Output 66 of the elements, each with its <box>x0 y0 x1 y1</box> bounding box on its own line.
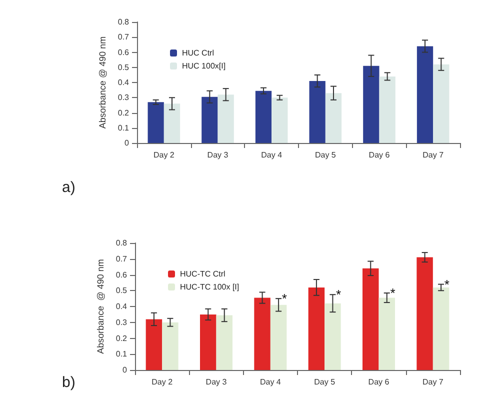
bar <box>308 287 325 370</box>
text: b) <box>62 374 76 391</box>
y-tick-label: 0 <box>124 138 130 148</box>
bar <box>433 64 450 143</box>
y-tick-label: 0.7 <box>118 32 130 42</box>
bar <box>216 315 232 370</box>
x-tick-label: Day 4 <box>261 150 283 160</box>
y-tick-label: 0.3 <box>116 318 128 327</box>
annotation: * <box>444 276 450 292</box>
bar <box>202 96 218 143</box>
x-tick-label: Day 6 <box>368 150 390 160</box>
y-tick-label: 0 <box>122 366 128 374</box>
annotation: * <box>390 286 396 301</box>
annotation: * <box>336 287 342 302</box>
y-tick-label: 0.8 <box>118 18 130 26</box>
legend-label: HUC Ctrl <box>182 48 214 58</box>
y-axis-title: Absorbance @ 490 nm <box>95 259 106 354</box>
legend-label: HUC-TC Ctrl <box>180 270 226 278</box>
bar <box>416 46 434 143</box>
bar <box>324 303 341 370</box>
bar <box>218 94 234 143</box>
bar <box>309 80 326 143</box>
bar <box>378 298 395 370</box>
x-tick-label: Day 2 <box>153 150 175 160</box>
bar <box>148 102 164 143</box>
x-tick-label: Day 5 <box>314 150 336 160</box>
bar <box>362 268 379 370</box>
bar <box>379 76 396 143</box>
y-tick-label: 0.4 <box>116 302 128 311</box>
x-tick-label: Day 3 <box>206 378 228 386</box>
y-tick-label: 0.2 <box>116 334 128 343</box>
bar <box>162 322 178 370</box>
y-tick-label: 0.1 <box>116 350 128 359</box>
bar <box>200 314 216 370</box>
bar <box>164 104 180 143</box>
x-tick-label: Day 7 <box>422 150 444 160</box>
y-tick-label: 0.6 <box>118 48 130 57</box>
y-axis-title: Absorbance @ 490 nm <box>97 36 108 129</box>
x-tick-label: Day 3 <box>207 150 229 160</box>
bar <box>272 98 288 143</box>
x-tick-label: Day 6 <box>368 378 390 386</box>
x-tick-label: Day 7 <box>422 378 444 386</box>
y-tick-label: 0.3 <box>118 93 130 102</box>
y-tick-label: 0.1 <box>118 123 130 132</box>
y-tick-label: 0.7 <box>116 254 128 264</box>
bar <box>270 304 287 370</box>
bar <box>255 90 272 143</box>
annotation: * <box>282 291 287 306</box>
bar <box>146 319 162 370</box>
x-tick-label: Day 5 <box>314 378 336 386</box>
bar <box>254 298 270 370</box>
bar <box>363 66 380 143</box>
y-tick-label: 0.5 <box>116 286 128 296</box>
bar <box>325 93 342 143</box>
legend-label: HUC-TC 100x [I] <box>180 282 240 292</box>
y-tick-label: 0.8 <box>116 238 128 248</box>
y-tick-label: 0.6 <box>116 270 128 280</box>
x-tick-label: Day 4 <box>260 378 282 386</box>
y-tick-label: 0.5 <box>118 62 130 72</box>
text: a) <box>62 179 76 196</box>
bar <box>416 257 433 370</box>
x-tick-label: Day 2 <box>152 378 174 386</box>
y-tick-label: 0.2 <box>118 108 130 118</box>
bar <box>432 287 450 370</box>
y-tick-label: 0.4 <box>118 78 130 87</box>
legend-label: HUC 100x[I] <box>182 62 226 70</box>
